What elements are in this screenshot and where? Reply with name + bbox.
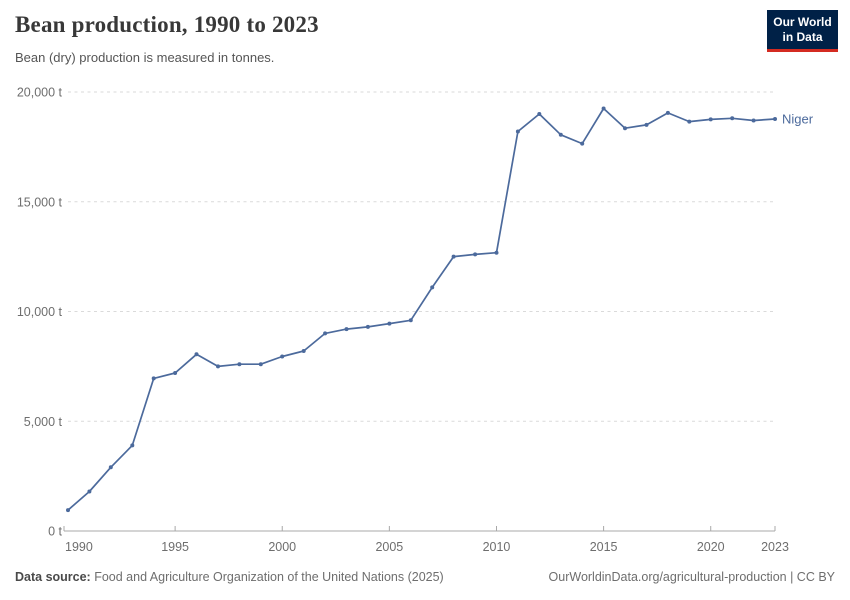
data-point[interactable] [387,321,392,326]
data-point[interactable] [365,324,370,329]
data-point[interactable] [66,508,70,513]
x-tick-label: 2010 [483,540,511,554]
x-tick-label: 1990 [65,540,93,554]
data-point[interactable] [430,285,435,290]
chart-title: Bean production, 1990 to 2023 [15,12,319,37]
y-tick-label: 0 t [48,525,62,539]
data-point[interactable] [730,116,735,121]
data-point[interactable] [323,331,328,336]
data-source-label: Data source: [15,570,91,584]
data-point[interactable] [258,362,263,367]
data-point[interactable] [173,371,178,375]
data-point[interactable] [408,318,413,323]
owid-logo[interactable]: Our World in Data [767,10,838,52]
data-point[interactable] [751,118,756,123]
owid-logo-line1: Our World [773,15,832,29]
owid-logo-line2: in Data [782,30,823,44]
x-tick-label: 1995 [161,540,189,554]
chart-subtitle: Bean (dry) production is measured in ton… [15,50,275,65]
data-point[interactable] [237,362,242,367]
data-point[interactable] [473,252,478,257]
data-point[interactable] [301,349,306,353]
data-point[interactable] [194,352,199,357]
data-point[interactable] [687,119,692,124]
data-point[interactable] [708,117,713,122]
x-tick-label: 2023 [761,540,789,554]
data-point[interactable] [216,364,220,369]
y-tick-label: 15,000 t [17,195,63,209]
y-tick-label: 10,000 t [17,305,63,319]
data-point[interactable] [558,132,563,137]
data-point[interactable] [280,354,285,359]
series-label: Niger [782,111,814,126]
data-point[interactable] [494,250,499,255]
data-point[interactable] [773,117,777,121]
x-tick-label: 2005 [375,540,403,554]
x-tick-label: 2020 [697,540,725,554]
data-point[interactable] [108,465,113,470]
data-point[interactable] [601,106,606,111]
x-tick-label: 2015 [590,540,618,554]
data-source-text: Food and Agriculture Organization of the… [90,570,444,584]
x-tick-label: 2000 [268,540,296,554]
data-point[interactable] [151,376,156,381]
data-point[interactable] [130,443,135,448]
y-tick-label: 5,000 t [24,415,63,429]
data-point[interactable] [537,112,542,116]
data-point[interactable] [623,126,627,131]
data-point[interactable] [580,141,585,146]
data-point[interactable] [87,489,92,494]
footer-rights: OurWorldinData.org/agricultural-producti… [548,570,835,584]
data-source: Data source: Food and Agriculture Organi… [15,570,444,584]
data-point[interactable] [665,110,670,115]
data-point[interactable] [644,122,649,127]
data-line[interactable] [67,107,776,511]
data-point[interactable] [451,254,456,259]
data-point[interactable] [515,129,520,134]
y-tick-label: 20,000 t [17,86,63,100]
data-point[interactable] [344,327,349,332]
